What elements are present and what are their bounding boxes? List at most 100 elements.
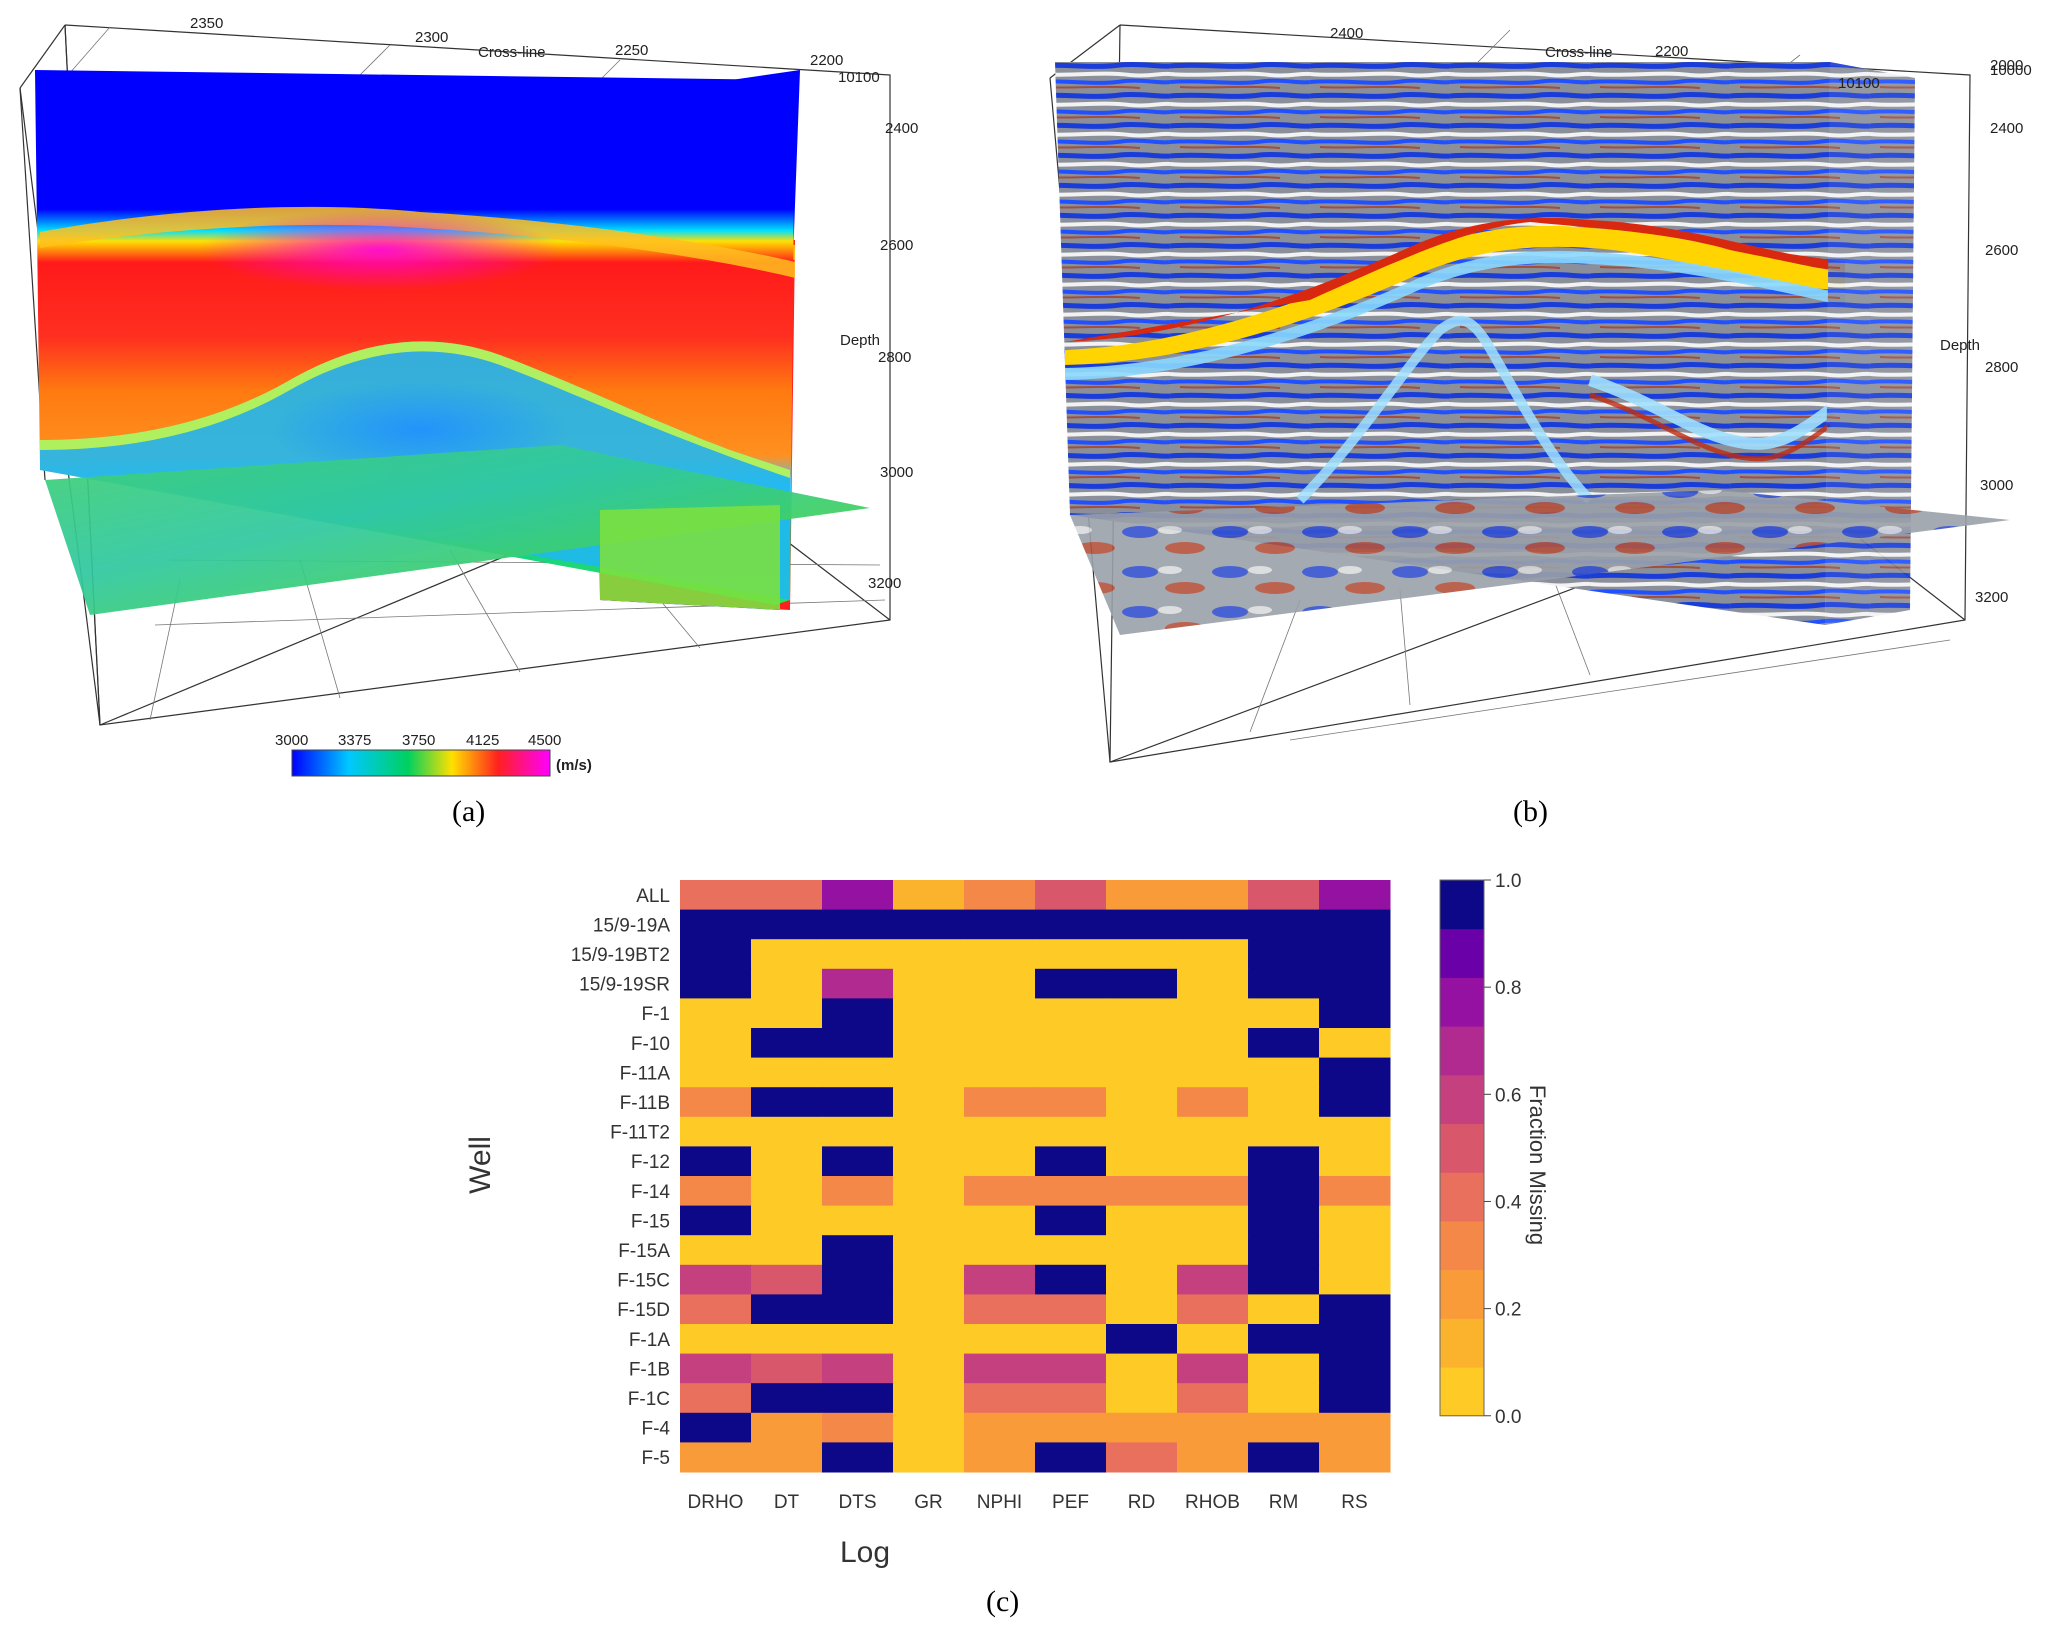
heatmap-cell: [751, 1294, 823, 1325]
heatmap-cell: [893, 1205, 965, 1236]
heatmap-cell: [1319, 909, 1391, 940]
heatmap-cell: [1319, 1383, 1391, 1414]
heatmap-cell: [1177, 1294, 1249, 1325]
colorbar-tick-label: 0.2: [1495, 1300, 1521, 1321]
heatmap-cell: [822, 1383, 894, 1414]
heatmap-cell: [1035, 1324, 1107, 1355]
colorbar-segment: [1440, 1123, 1484, 1173]
heatmap-cell: [893, 998, 965, 1029]
heatmap-cell: [964, 1264, 1036, 1295]
heatmap-cell: [1035, 880, 1107, 911]
colorbar-tick-label: 0.6: [1495, 1085, 1521, 1106]
heatmap-cell: [1106, 880, 1178, 911]
heatmap-cell: [751, 1146, 823, 1177]
missing-data-heatmap: ALL 15/9-19A 15/9-19BT2 15/9-19SR F-1 F-10 F-1…: [464, 871, 1550, 1569]
well-tick-labels: ALL 15/9-19A 15/9-19BT2 15/9-19SR F-1 F-10 F-1…: [571, 886, 671, 1469]
heatmap-cell: [822, 1028, 894, 1059]
colorbar-tick-label: 0.0: [1495, 1407, 1521, 1428]
heatmap-cell: [1106, 1116, 1178, 1147]
heatmap-cell: [964, 1235, 1036, 1266]
heatmap-cell: [1035, 909, 1107, 940]
heatmap-cell: [751, 909, 823, 940]
heatmap-cell: [893, 909, 965, 940]
seismic-crossline-face: [1055, 62, 1830, 625]
heatmap-cell: [893, 1146, 965, 1177]
colorbar-tick-label: 0.4: [1495, 1192, 1522, 1213]
depth-axis-label: Depth: [840, 332, 880, 349]
well-tick-label: F-11B: [620, 1093, 670, 1114]
heatmap-cell: [964, 909, 1036, 940]
heatmap-cell: [1035, 1353, 1107, 1384]
heatmap-cells: [680, 880, 1391, 1473]
heatmap-cell: [1106, 998, 1178, 1029]
heatmap-cell: [964, 1028, 1036, 1059]
heatmap-cell: [1106, 939, 1178, 970]
heatmap-cell: [822, 1087, 894, 1118]
heatmap-cell: [964, 1442, 1036, 1473]
velocity-colorbar: 3000 3375 3750 4125 4500 (m/s): [275, 732, 592, 777]
heatmap-cell: [822, 1324, 894, 1355]
heatmap-cell: [1106, 1353, 1178, 1384]
grid-lines-b: [1249, 29, 1951, 741]
heatmap-cell: [1035, 1264, 1107, 1295]
heatmap-cell: [964, 1294, 1036, 1325]
depth-tick-4: 3000: [880, 464, 913, 481]
heatmap-cell: [1248, 1324, 1320, 1355]
heatmap-cell: [1035, 1057, 1107, 1088]
heatmap-cell: [680, 1176, 752, 1207]
heatmap-cell: [751, 1412, 823, 1443]
heatmap-cell: [1177, 1235, 1249, 1266]
heatmap-cell: [1177, 1057, 1249, 1088]
heatmap-cell: [1319, 968, 1391, 999]
caption-c: (c): [986, 1585, 1020, 1618]
heatmap-cell: [1248, 1235, 1320, 1266]
heatmap-cell: [1035, 1116, 1107, 1147]
depth-tick-2: 2600: [880, 237, 913, 254]
well-tick-label: F-11A: [620, 1063, 671, 1084]
heatmap-cell: [1319, 1264, 1391, 1295]
heatmap-cell: [1319, 1057, 1391, 1088]
well-tick-label: F-1B: [629, 1359, 670, 1380]
colorbar-tick-5: 4500: [528, 732, 561, 749]
y-axis-label: Well: [464, 1136, 497, 1194]
b-crossline-tick-3: 2000: [1990, 57, 2023, 74]
heatmap-cell: [964, 1324, 1036, 1355]
heatmap-cell: [751, 1028, 823, 1059]
heatmap-cell: [1035, 1294, 1107, 1325]
heatmap-cell: [964, 1383, 1036, 1414]
heatmap-cell: [1248, 1146, 1320, 1177]
heatmap-cell: [680, 1294, 752, 1325]
heatmap-cell: [1177, 909, 1249, 940]
caption-b: (b): [1513, 795, 1548, 828]
heatmap-cell: [1248, 1412, 1320, 1443]
seismic-volume-figure: 2400 2200 2000 Cross-line 10100 10000 De…: [1049, 24, 2032, 763]
heatmap-cell: [964, 939, 1036, 970]
heatmap-cell: [680, 1264, 752, 1295]
heatmap-cell: [1248, 1028, 1320, 1059]
heatmap-cell: [1319, 1116, 1391, 1147]
heatmap-cell: [751, 1324, 823, 1355]
heatmap-cell: [1319, 998, 1391, 1029]
heatmap-cell: [1177, 1087, 1249, 1118]
heatmap-cell: [1106, 1028, 1178, 1059]
seismic-inline-face: [1825, 62, 1915, 625]
heatmap-cell: [1319, 1353, 1391, 1384]
depth-slice: [45, 445, 870, 615]
heatmap-cell: [1248, 1116, 1320, 1147]
heatmap-cell: [822, 1412, 894, 1443]
b-depth-tick-5: 3200: [1975, 589, 2008, 606]
heatmap-cell: [893, 939, 965, 970]
heatmap-cell: [751, 1264, 823, 1295]
heatmap-cell: [1106, 909, 1178, 940]
heatmap-cell: [1106, 1205, 1178, 1236]
heatmap-cell: [893, 1176, 965, 1207]
heatmap-cell: [1177, 1442, 1249, 1473]
depth-tick-5: 3200: [868, 575, 901, 592]
b-crossline-tick-2: 2200: [1655, 43, 1688, 60]
heatmap-cell: [680, 1412, 752, 1443]
heatmap-cell: [893, 1028, 965, 1059]
fraction-missing-colorbar: 0.0 0.2 0.4 0.6 0.8 1.0: [1439, 871, 1522, 1428]
x-axis-label: Log: [840, 1536, 890, 1569]
heatmap-cell: [1106, 968, 1178, 999]
heatmap-cell: [1177, 1324, 1249, 1355]
